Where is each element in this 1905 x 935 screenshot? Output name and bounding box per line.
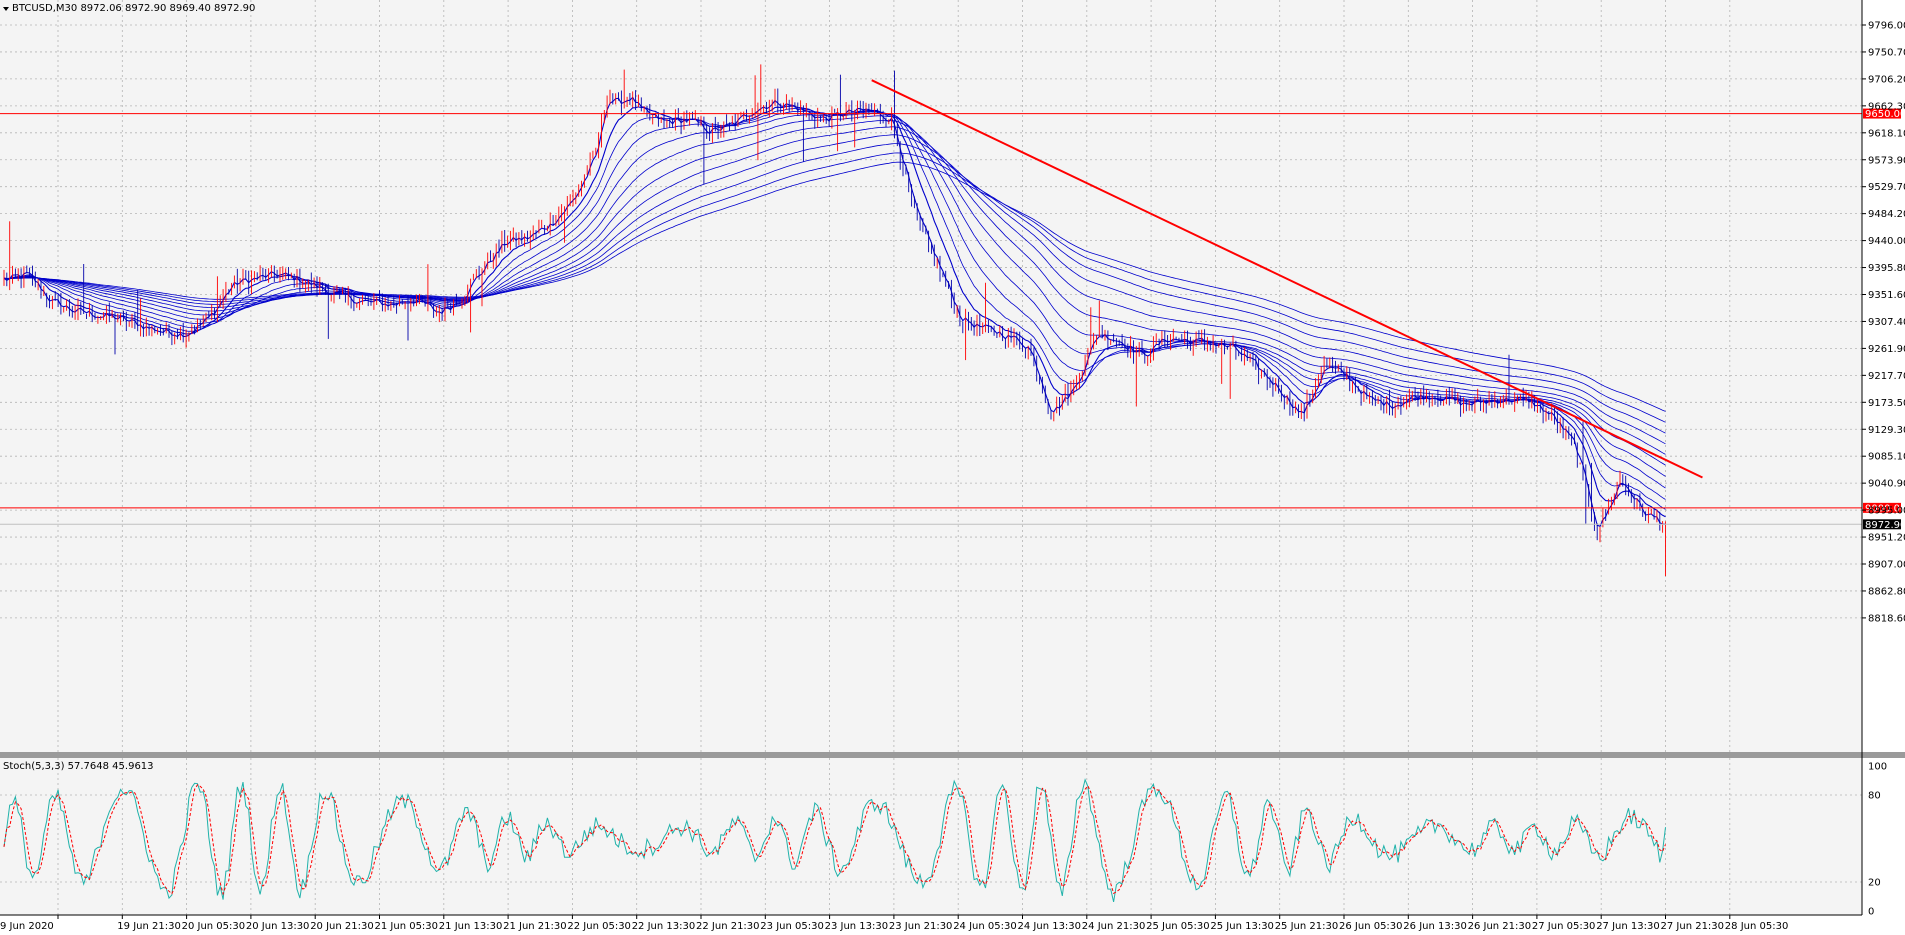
- y-tick-label: 9440.00: [1868, 236, 1905, 247]
- candles[interactable]: [3, 64, 1666, 577]
- y-tick-label: 8951.20: [1868, 533, 1905, 544]
- hline-price-tag: [1863, 108, 1901, 119]
- x-tick-label: 24 Jun 13:30: [1018, 921, 1082, 932]
- ma-line: [3, 134, 1666, 445]
- chart-header: BTCUSD,M30 8972.06 8972.90 8969.40 8972.…: [12, 3, 255, 14]
- x-tick-label: 26 Jun 05:30: [1339, 921, 1403, 932]
- x-tick-label: 19 Jun 21:30: [117, 921, 181, 932]
- y-tick-label: 8907.00: [1868, 560, 1905, 571]
- x-tick-label: 20 Jun 21:30: [310, 921, 374, 932]
- y-tick-label: 9796.00: [1868, 21, 1905, 32]
- x-tick-label: 28 Jun 05:30: [1725, 921, 1789, 932]
- stoch-y-label: 20: [1868, 878, 1881, 889]
- y-tick-label: 9217.70: [1868, 371, 1905, 382]
- trendline[interactable]: [871, 79, 1703, 479]
- x-tick-label: 23 Jun 21:30: [889, 921, 953, 932]
- x-tick-label: 25 Jun 21:30: [1275, 921, 1339, 932]
- hline-price-label: 9000.00: [1865, 503, 1905, 514]
- stoch-y-label: 80: [1868, 791, 1881, 802]
- ma-line: [3, 105, 1666, 518]
- y-tick-label: 8862.80: [1868, 586, 1905, 597]
- y-tick-label: 9307.40: [1868, 317, 1905, 328]
- stoch-header: Stoch(5,3,3) 57.7648 45.9613: [3, 761, 154, 772]
- y-tick-label: 9085.10: [1868, 452, 1905, 463]
- x-tick-label: 25 Jun 13:30: [1210, 921, 1274, 932]
- axes: 9650.00 9000.00 8972.90 9796.00 9750.70 9706.…: [0, 21, 1905, 933]
- pane-separator[interactable]: [0, 752, 1905, 758]
- ma-line: [3, 143, 1666, 434]
- x-tick-label: 23 Jun 13:30: [825, 921, 889, 932]
- collapse-triangle-icon[interactable]: [3, 7, 9, 11]
- y-tick-label: 8995.00: [1868, 506, 1905, 517]
- y-tick-label: 8818.60: [1868, 613, 1905, 624]
- y-tick-label: 9484.20: [1868, 209, 1905, 220]
- x-tick-label: 23 Jun 05:30: [760, 921, 824, 932]
- price-pane-background[interactable]: [0, 0, 1862, 752]
- x-tick-label: 26 Jun 13:30: [1403, 921, 1467, 932]
- current-price-label: 8972.90: [1865, 520, 1905, 531]
- overlays[interactable]: [0, 79, 1862, 525]
- y-tick-label: 9529.70: [1868, 182, 1905, 193]
- x-tick-label: 21 Jun 21:30: [503, 921, 567, 932]
- y-tick-label: 9129.30: [1868, 425, 1905, 436]
- ma-line: [3, 152, 1666, 423]
- x-tick-label: 21 Jun 05:30: [375, 921, 439, 932]
- y-tick-label: 9750.70: [1868, 47, 1905, 58]
- x-tick-label: 27 Jun 13:30: [1596, 921, 1660, 932]
- x-tick-label: 22 Jun 13:30: [632, 921, 696, 932]
- hline-price-tag: [1863, 502, 1901, 513]
- x-tick-label: 9 Jun 2020: [0, 921, 54, 932]
- y-tick-label: 9395.80: [1868, 263, 1905, 274]
- price-axis-background: [1862, 0, 1905, 935]
- stoch-main-line: [3, 778, 1666, 903]
- stoch-pane-background[interactable]: [0, 758, 1862, 915]
- y-tick-label: 9662.30: [1868, 101, 1905, 112]
- grid: [0, 0, 1862, 915]
- y-tick-label: 9706.20: [1868, 74, 1905, 85]
- y-tick-label: 9173.50: [1868, 398, 1905, 409]
- y-tick-label: 9351.60: [1868, 290, 1905, 301]
- x-tick-label: 20 Jun 13:30: [246, 921, 310, 932]
- x-tick-label: 25 Jun 05:30: [1146, 921, 1210, 932]
- x-tick-label: 22 Jun 21:30: [696, 921, 760, 932]
- x-tick-label: 22 Jun 05:30: [567, 921, 631, 932]
- stoch-y-label: 0: [1868, 907, 1874, 918]
- x-tick-label: 21 Jun 13:30: [439, 921, 503, 932]
- ma-line: [3, 112, 1666, 489]
- x-tick-label: 20 Jun 05:30: [182, 921, 246, 932]
- stoch-y-label: 100: [1868, 762, 1887, 773]
- stoch-lines: [3, 778, 1666, 903]
- current-price-tag: [1863, 519, 1901, 530]
- y-tick-label: 9261.90: [1868, 344, 1905, 355]
- x-tick-label: 24 Jun 21:30: [1082, 921, 1146, 932]
- x-tick-label: 24 Jun 05:30: [953, 921, 1017, 932]
- ma-line: [3, 161, 1666, 412]
- x-tick-label: 27 Jun 05:30: [1532, 921, 1596, 932]
- y-tick-label: 9618.10: [1868, 128, 1905, 139]
- x-tick-label: 26 Jun 21:30: [1468, 921, 1532, 932]
- stoch-signal-line: [3, 784, 1666, 896]
- x-tick-label: 27 Jun 21:30: [1661, 921, 1725, 932]
- y-tick-label: 9573.90: [1868, 155, 1905, 166]
- time-axis-background: [0, 915, 1905, 935]
- hline-price-label: 9650.00: [1865, 109, 1905, 120]
- y-tick-label: 9040.90: [1868, 479, 1905, 490]
